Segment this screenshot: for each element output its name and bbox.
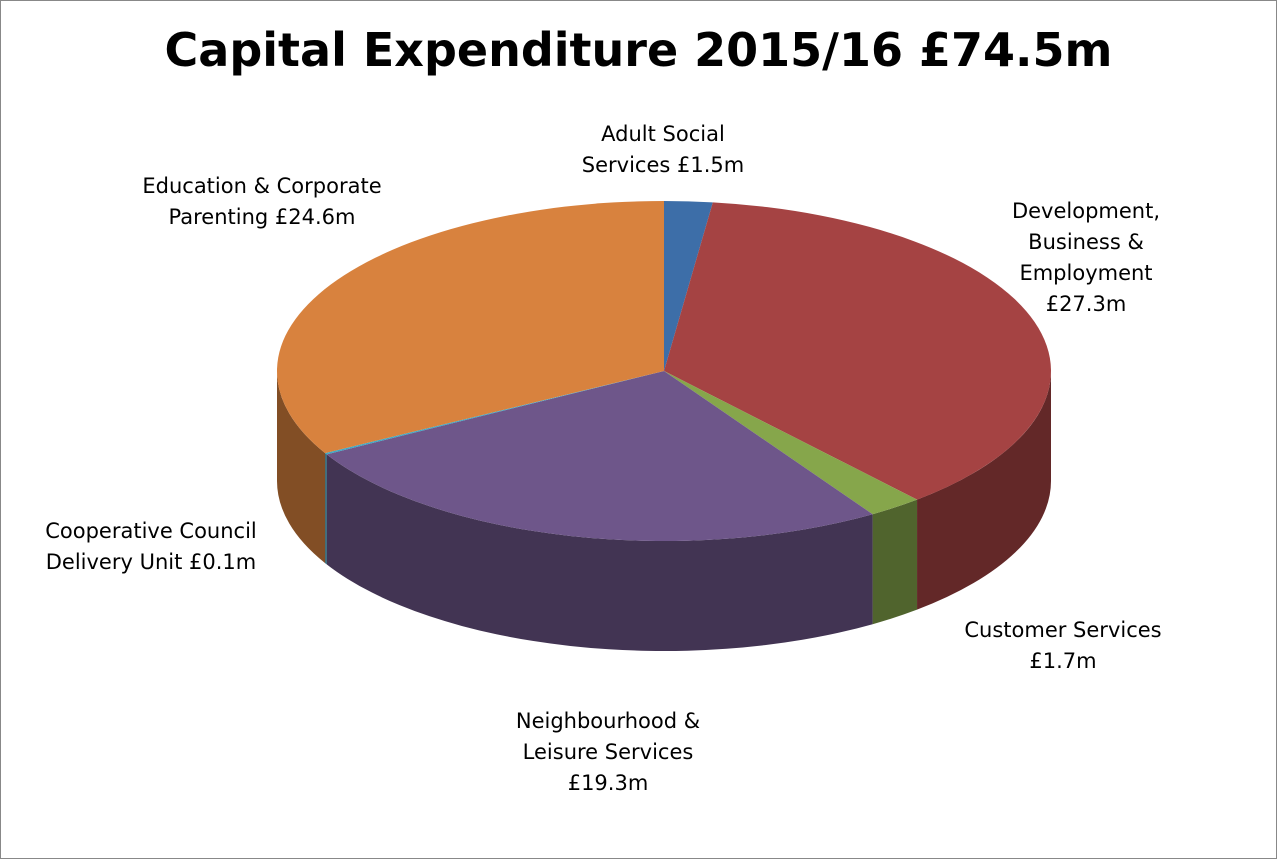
slice <box>664 202 1051 500</box>
category-label: Education & Corporate Parenting <box>142 174 382 229</box>
data-label: Adult Social Services £1.5m <box>568 119 758 181</box>
category-label: Development, Business & Employment <box>1011 199 1161 285</box>
data-label: Customer Services £1.7m <box>943 615 1183 677</box>
slice-side <box>872 499 918 625</box>
value-label: £1.7m <box>1029 649 1097 673</box>
data-label: Education & Corporate Parenting £24.6m <box>142 171 382 233</box>
slice <box>664 371 918 515</box>
data-label: Neighbourhood & Leisure Services £19.3m <box>493 706 723 799</box>
slice-side <box>325 453 327 565</box>
value-label: £1.5m <box>677 153 745 177</box>
category-label: Adult Social Services <box>581 122 725 177</box>
category-label: Neighbourhood & Leisure Services <box>515 709 701 764</box>
slice-side <box>277 371 326 564</box>
value-label: £24.6m <box>274 205 356 229</box>
chart-title: Capital Expenditure 2015/16 £74.5m <box>164 23 1113 77</box>
slice-side <box>917 371 1051 610</box>
value-label: £19.3m <box>567 771 649 795</box>
category-label: Customer Services <box>964 618 1162 642</box>
slice <box>325 371 664 455</box>
value-label: £27.3m <box>1045 292 1127 316</box>
value-label: £0.1m <box>189 550 257 574</box>
slice <box>664 201 713 371</box>
slice-side <box>326 454 873 652</box>
category-label: Cooperative Council Delivery Unit <box>45 519 257 574</box>
data-label: Cooperative Council Delivery Unit £0.1m <box>11 516 291 578</box>
slice <box>276 201 664 454</box>
slice <box>326 371 873 541</box>
data-label: Development, Business & Employment £27.3… <box>999 196 1174 320</box>
